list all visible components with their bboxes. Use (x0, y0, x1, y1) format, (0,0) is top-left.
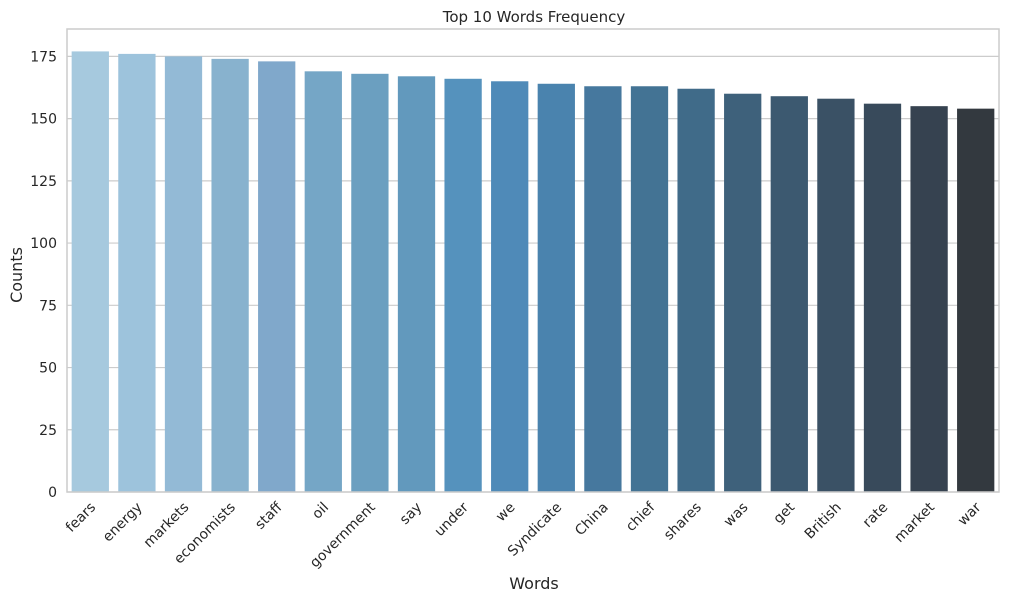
chart-title: Top 10 Words Frequency (442, 8, 626, 26)
y-tick-label: 50 (39, 361, 57, 377)
y-tick-label: 175 (30, 49, 57, 65)
x-tick-label: oil (309, 500, 332, 523)
bar-energy (118, 53, 156, 493)
bar-syndicate (537, 83, 575, 493)
y-tick-label: 150 (30, 112, 57, 128)
x-tick-label: staff (252, 499, 285, 532)
x-tick-label: under (432, 499, 472, 539)
bar-was (724, 93, 762, 492)
y-tick-label: 100 (30, 236, 57, 252)
grid-lines (67, 55, 999, 493)
bar-government (351, 73, 389, 492)
bars (71, 51, 995, 493)
x-tick-label: market (891, 499, 938, 546)
bar-rate (863, 103, 902, 492)
bar-oil (304, 71, 342, 493)
bar-under (444, 78, 482, 492)
bar-china (584, 86, 622, 492)
x-tick-label: say (397, 500, 425, 528)
y-tick-labels: 0 25 50 75 100 125 150 175 (30, 49, 57, 501)
y-tick-label: 125 (30, 174, 57, 190)
bar-markets (164, 56, 203, 493)
bar-get (770, 96, 808, 492)
x-tick-label: was (721, 500, 752, 531)
y-tick-label: 0 (48, 485, 57, 501)
x-axis-label: Words (509, 574, 558, 593)
bar-market (910, 106, 948, 493)
x-tick-label: get (771, 499, 799, 527)
x-tick-label: we (493, 500, 519, 526)
bar-fears (71, 51, 109, 492)
x-tick-label: energy (100, 500, 146, 546)
x-tick-label: shares (661, 500, 705, 544)
bar-staff (258, 61, 296, 492)
bar-shares (677, 88, 715, 492)
x-tick-label: fears (63, 500, 99, 536)
bar-chief (630, 86, 669, 492)
y-tick-label: 25 (39, 423, 57, 439)
bar-british (817, 98, 855, 493)
bar-war (957, 108, 995, 492)
y-tick-label: 75 (39, 298, 57, 314)
x-tick-label: chief (623, 499, 659, 535)
x-tick-label: British (802, 500, 845, 543)
bar-economists (211, 58, 249, 492)
plot-frame (66, 28, 1000, 493)
bar-we (491, 81, 529, 492)
bar-say (397, 76, 436, 492)
y-axis-label: Counts (7, 247, 26, 303)
x-tick-label: rate (860, 500, 891, 531)
x-tick-label: war (955, 499, 985, 529)
x-tick-label: China (572, 500, 612, 540)
